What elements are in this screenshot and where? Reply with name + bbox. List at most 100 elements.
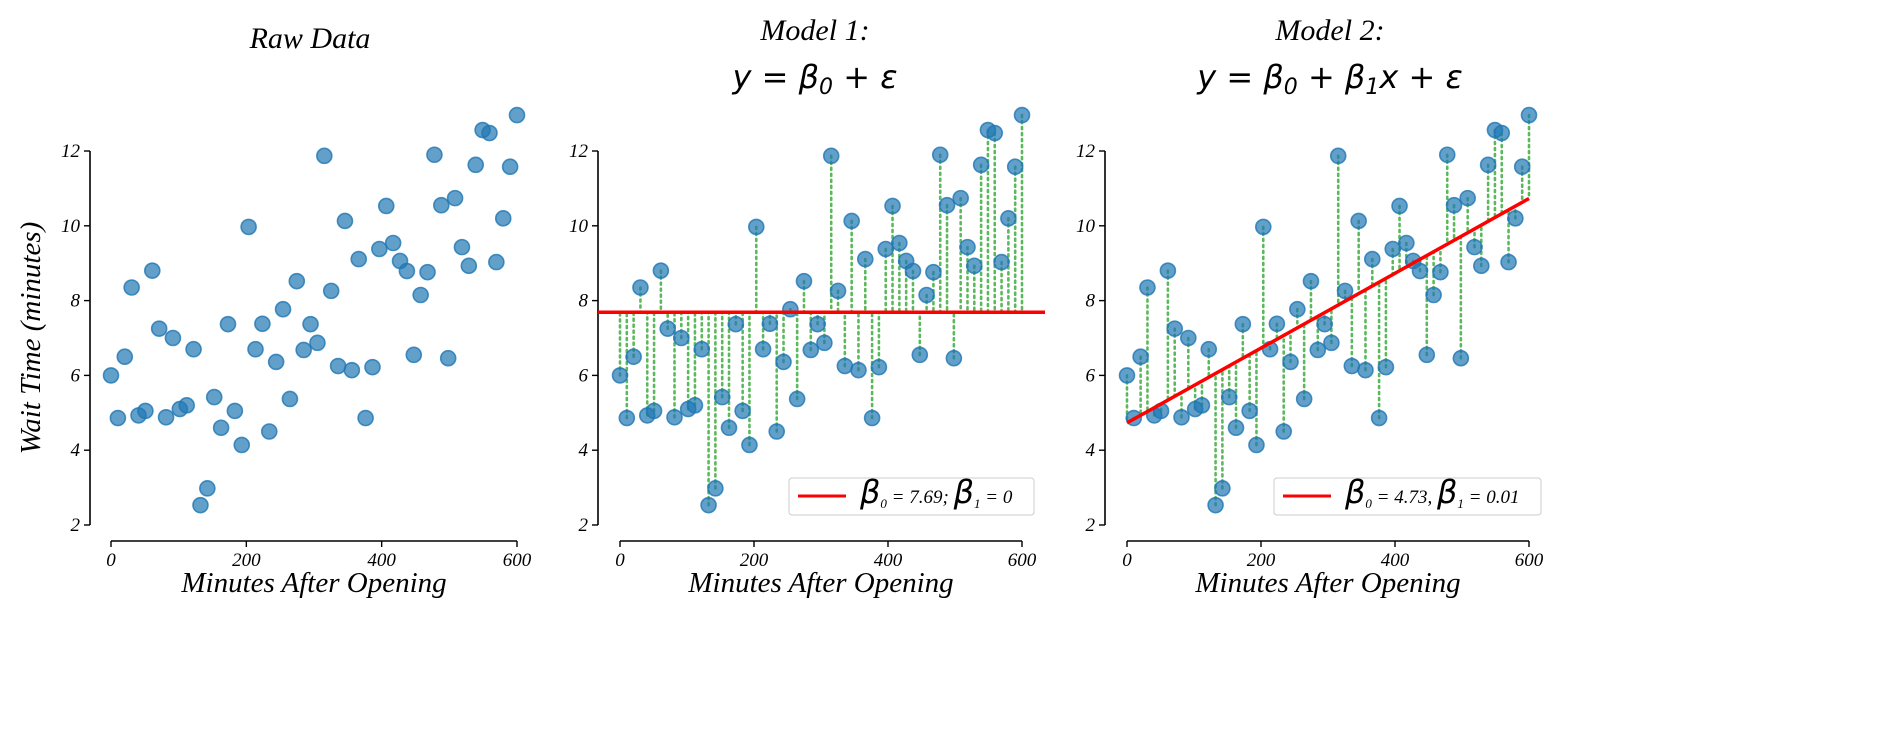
data-point [433, 196, 450, 214]
data-point [281, 390, 299, 408]
data-point [398, 262, 416, 280]
data-point [802, 341, 820, 359]
data-point [164, 329, 182, 347]
data-point [625, 348, 642, 366]
data-point [412, 286, 429, 304]
data-point [102, 367, 120, 384]
data-point [1452, 349, 1470, 367]
data-point [700, 496, 717, 514]
x-tick-label: 600 [1515, 550, 1544, 571]
data-point [1275, 423, 1293, 440]
panel2-legend: β0 = 7.69; β1 = 0 [788, 473, 1035, 516]
data-point [1268, 315, 1286, 333]
data-point [1323, 334, 1340, 352]
panel3-formula: y = β0 + β1x + ε [1196, 58, 1462, 100]
data-point [1384, 240, 1402, 258]
data-point [1173, 408, 1190, 426]
y-tick-label: 10 [61, 216, 81, 237]
data-point [185, 340, 202, 358]
data-point [288, 272, 306, 290]
data-point [1295, 390, 1313, 408]
data-point [1227, 419, 1245, 437]
data-point [322, 282, 340, 300]
data-point [1445, 196, 1463, 214]
data-point [233, 436, 251, 454]
data-point [843, 212, 860, 230]
data-point [508, 106, 526, 124]
data-point [254, 315, 271, 333]
panel-1: 2 4 6 8 10 12 0 200 400 600 [61, 106, 532, 571]
data-point [1370, 409, 1388, 427]
data-point [1214, 480, 1231, 497]
data-point [795, 272, 813, 290]
data-point [686, 397, 704, 414]
data-point [1316, 315, 1333, 333]
y-tick-label: 6 [71, 365, 81, 386]
data-point [260, 423, 278, 440]
data-point [1438, 146, 1456, 164]
y-tick-label: 2 [1086, 515, 1096, 536]
data-point [911, 346, 929, 364]
y-tick-label: 12 [1076, 141, 1096, 162]
data-point [302, 315, 319, 333]
y-tick-label: 10 [569, 216, 589, 237]
data-point [986, 124, 1004, 142]
data-point [1398, 234, 1415, 252]
data-point [1363, 250, 1381, 268]
data-point [720, 419, 738, 437]
data-point [972, 156, 990, 174]
data-point [993, 253, 1010, 271]
data-point [1350, 212, 1367, 230]
data-point [747, 218, 765, 236]
y-tick-label: 2 [71, 515, 81, 536]
panel1-title: Raw Data [249, 22, 371, 55]
data-point [481, 124, 498, 142]
data-point [891, 234, 908, 252]
data-point [1241, 402, 1258, 420]
data-point [727, 315, 745, 333]
panel2-formula: y = β0 + ε [732, 58, 898, 100]
x-tick-label: 200 [232, 550, 261, 571]
data-point [1289, 300, 1306, 318]
x-tick-label: 400 [1381, 550, 1410, 571]
data-point [350, 250, 368, 268]
data-point [1411, 262, 1429, 280]
data-point [856, 250, 874, 268]
data-point [693, 340, 711, 358]
data-point [1377, 358, 1395, 376]
data-point [467, 156, 485, 174]
panel3-title: Model 2: [1274, 14, 1384, 47]
y-tick-label: 6 [579, 365, 589, 386]
data-point [761, 315, 779, 333]
data-point [931, 146, 949, 164]
data-point [707, 480, 724, 497]
data-point [884, 197, 901, 215]
data-point [267, 353, 285, 371]
panel3-x-axis-label: Minutes After Opening [1194, 567, 1460, 599]
y-tick-label: 4 [579, 440, 589, 461]
y-tick-label: 12 [61, 141, 81, 162]
data-point [1159, 262, 1177, 279]
y-tick-label: 8 [71, 291, 81, 312]
data-point [734, 402, 751, 420]
fit-line [1126, 196, 1530, 425]
data-point [618, 409, 636, 427]
data-point [809, 315, 826, 333]
data-point [775, 353, 792, 371]
data-point [212, 419, 230, 437]
legend-text: β0 = 7.69; β1 = 0 [859, 473, 1013, 511]
data-point [1248, 436, 1265, 454]
data-point [446, 189, 464, 207]
data-point [850, 361, 867, 379]
data-point [219, 315, 237, 333]
data-point [966, 257, 983, 275]
data-point [1507, 210, 1524, 227]
data-point [460, 257, 478, 275]
data-point [226, 402, 244, 420]
data-point [1302, 272, 1320, 290]
data-point [1425, 286, 1442, 304]
data-point [918, 286, 935, 304]
data-point [1391, 197, 1408, 215]
data-point [666, 408, 683, 426]
x-tick-label: 600 [503, 550, 532, 571]
